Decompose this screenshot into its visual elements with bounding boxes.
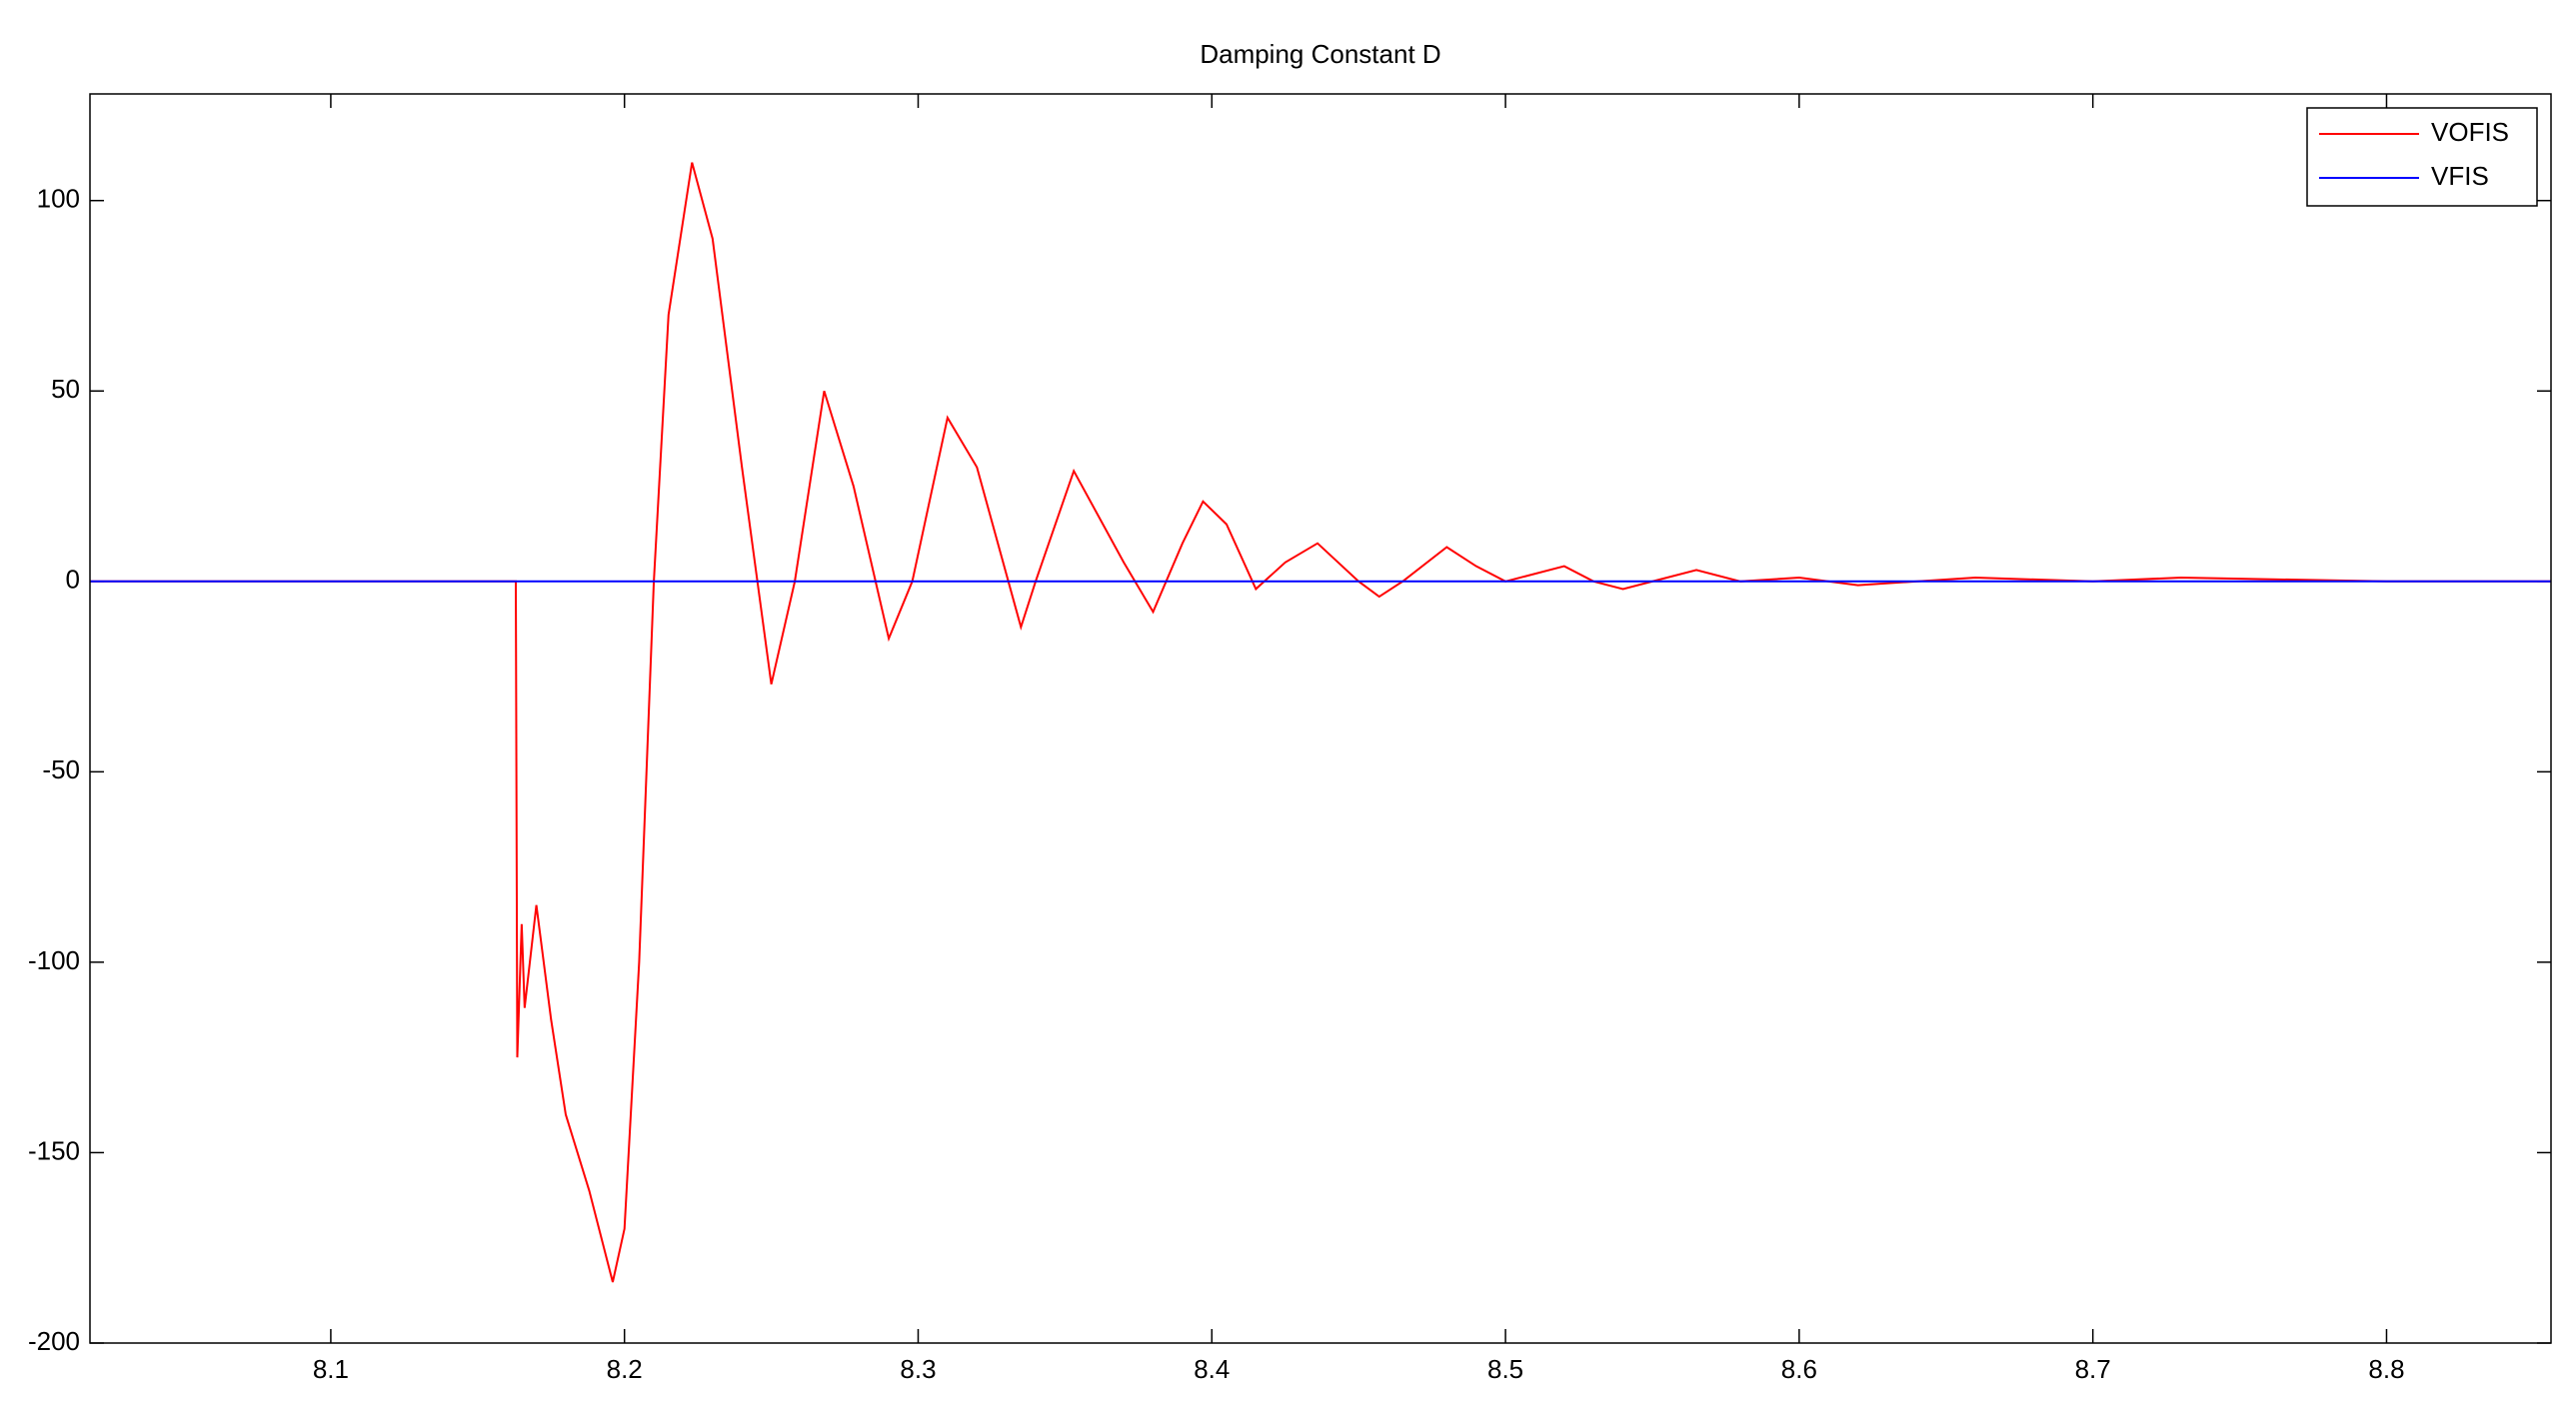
y-tick-label: 0 (66, 565, 80, 595)
chart-title: Damping Constant D (1200, 39, 1440, 69)
x-tick-label: 8.4 (1194, 1354, 1230, 1384)
x-tick-label: 8.1 (313, 1354, 349, 1384)
x-tick-label: 8.7 (2075, 1354, 2111, 1384)
axes-box (89, 93, 2552, 1344)
x-tick-label: 8.2 (607, 1354, 643, 1384)
legend-box (2306, 107, 2538, 207)
y-tick-label: -50 (42, 754, 80, 784)
y-tick-label: -200 (28, 1326, 80, 1356)
legend: VOFIS VFIS (2306, 107, 2538, 207)
legend-label: VOFIS (2431, 117, 2509, 147)
x-tick-label: 8.6 (1781, 1354, 1817, 1384)
y-tick-label: -150 (28, 1135, 80, 1165)
y-tick-label: 50 (51, 374, 80, 404)
x-tick-label: 8.3 (900, 1354, 936, 1384)
y-tick-label: 100 (37, 184, 80, 214)
line-series (90, 162, 2551, 1283)
plot-area (90, 94, 2551, 1343)
x-tick-label: 8.8 (2368, 1354, 2404, 1384)
x-tick-label: 8.5 (1487, 1354, 1523, 1384)
legend-label: VFIS (2431, 161, 2489, 191)
y-tick-label: -100 (28, 945, 80, 975)
